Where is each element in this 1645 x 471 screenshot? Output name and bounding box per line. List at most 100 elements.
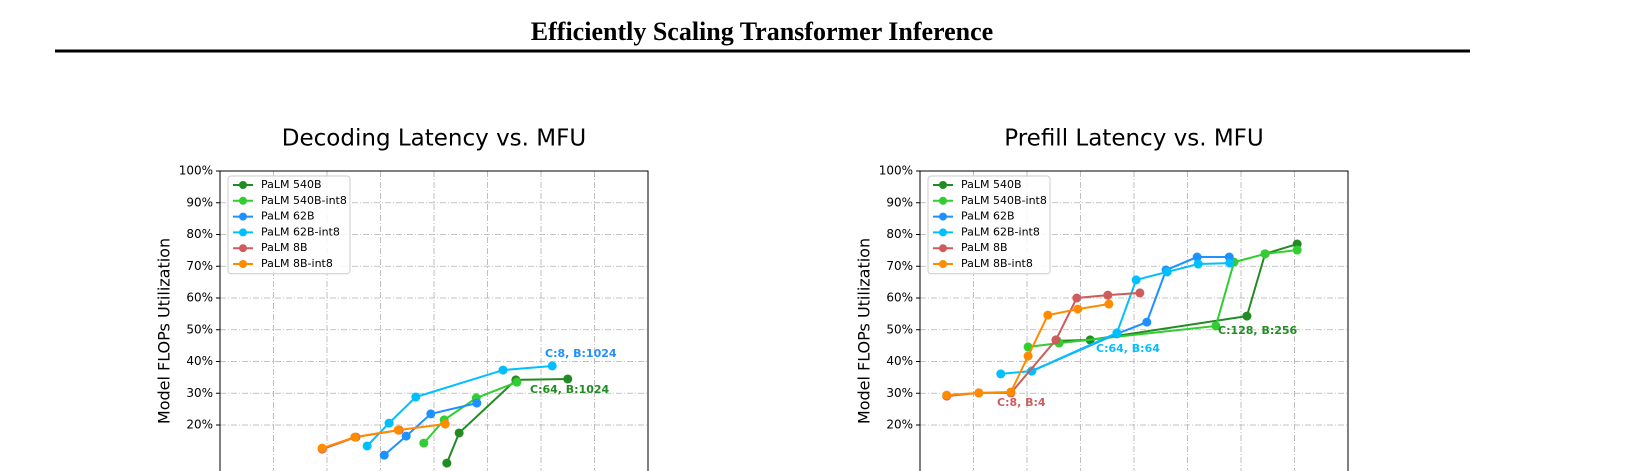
y-tick-label: 30% — [886, 386, 913, 400]
data-point — [1292, 245, 1302, 255]
y-tick-label: 50% — [186, 322, 213, 336]
y-tick-label: 40% — [186, 354, 213, 368]
series-line — [321, 423, 446, 450]
annotation: C:128, B:256 — [1218, 324, 1298, 337]
data-point — [1225, 258, 1235, 268]
y-tick-label: 90% — [886, 195, 913, 209]
annotation: C:64, B:1024 — [530, 383, 610, 396]
y-tick-label: 50% — [886, 322, 913, 336]
legend-marker — [239, 212, 247, 221]
y-axis-label: Model FLOPs Utilization — [155, 238, 174, 424]
y-tick-label: 60% — [186, 291, 213, 305]
axes-frame — [919, 170, 1349, 471]
data-point — [1103, 290, 1113, 300]
data-point — [350, 432, 360, 442]
data-point — [1135, 288, 1145, 298]
y-tick-label: 90% — [186, 195, 213, 209]
chart: Prefill Latency vs. MFU Model FLOPs Utili… — [855, 126, 1349, 471]
data-point — [498, 365, 508, 375]
legend-entry: PaLM 62B — [261, 210, 315, 223]
annotation: C:8, B:4 — [997, 396, 1046, 409]
data-point — [547, 361, 557, 371]
data-point — [472, 398, 482, 408]
series-line — [423, 381, 518, 444]
paper-title: Efficiently Scaling Transformer Inferenc… — [531, 17, 993, 46]
legend-entry: PaLM 8B — [961, 241, 1008, 254]
data-point — [1193, 259, 1203, 269]
y-axis-label: Model FLOPs Utilization — [855, 238, 874, 424]
y-tick-label: 100% — [879, 164, 913, 178]
y-tick-label: 80% — [886, 227, 913, 241]
data-point — [362, 441, 372, 451]
data-point — [1027, 366, 1037, 376]
series-line — [321, 429, 400, 451]
y-tick-label: 30% — [186, 386, 213, 400]
legend-marker — [239, 196, 247, 205]
data-point — [1242, 311, 1252, 321]
legend-entry: PaLM 8B-int8 — [961, 257, 1033, 270]
data-point — [1112, 328, 1122, 338]
data-point — [393, 425, 403, 435]
data-point — [1072, 293, 1082, 303]
legend-entry: PaLM 62B-int8 — [961, 225, 1040, 238]
legend-marker — [939, 212, 947, 221]
data-point — [440, 419, 450, 429]
legend-marker — [239, 181, 247, 189]
legend-entry: PaLM 540B-int8 — [261, 194, 347, 207]
legend-entry: PaLM 540B — [261, 178, 322, 191]
y-tick-label: 70% — [886, 259, 913, 273]
data-point — [1006, 387, 1016, 397]
data-point — [426, 409, 436, 419]
data-point — [1051, 335, 1061, 345]
legend-marker — [239, 260, 247, 268]
data-point — [942, 390, 952, 400]
legend-box — [227, 175, 351, 275]
data-point — [974, 388, 984, 398]
data-point — [454, 428, 464, 438]
data-point — [1142, 317, 1152, 327]
y-tick-label: 80% — [186, 227, 213, 241]
series-line — [445, 377, 568, 464]
legend-marker — [939, 196, 947, 205]
legend-marker — [939, 244, 947, 253]
y-tick-label: 40% — [886, 354, 913, 368]
data-point — [1211, 321, 1221, 331]
y-tick-label: 70% — [186, 259, 213, 273]
legend-entry: PaLM 62B — [961, 210, 1015, 223]
legend-entry: PaLM 8B — [261, 241, 308, 254]
data-point — [384, 418, 394, 428]
data-point — [401, 431, 411, 441]
series-line — [383, 402, 478, 456]
data-point — [379, 450, 389, 460]
data-point — [1104, 299, 1114, 309]
data-point — [442, 458, 452, 468]
legend-entry: PaLM 540B-int8 — [961, 194, 1047, 207]
y-tick-label: 100% — [179, 164, 213, 178]
data-point — [563, 374, 573, 384]
legend-marker — [939, 181, 947, 189]
data-point — [317, 443, 327, 453]
data-point — [1131, 275, 1141, 285]
chart: Decoding Latency vs. MFU Model FLOPs Util… — [155, 126, 649, 471]
legend-entry: PaLM 540B — [961, 178, 1022, 191]
axes-frame — [219, 170, 649, 471]
chart-title: Prefill Latency vs. MFU — [1004, 126, 1264, 152]
data-point — [1192, 252, 1202, 262]
data-point — [1023, 351, 1033, 361]
annotation: C:8, B:1024 — [545, 347, 617, 360]
annotation: C:64, B:64 — [1096, 342, 1160, 355]
legend-marker — [239, 244, 247, 253]
y-tick-label: 60% — [886, 291, 913, 305]
legend-marker — [939, 228, 947, 237]
legend-entry: PaLM 62B-int8 — [261, 225, 340, 238]
data-point — [996, 369, 1006, 379]
data-point — [1023, 342, 1033, 352]
legend-entry: PaLM 8B-int8 — [261, 257, 333, 270]
data-point — [1260, 249, 1270, 259]
legend-marker — [939, 260, 947, 268]
data-point — [419, 438, 429, 448]
legend-box — [927, 175, 1051, 275]
data-point — [411, 392, 421, 402]
